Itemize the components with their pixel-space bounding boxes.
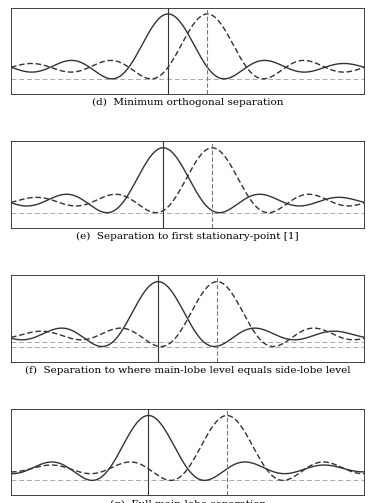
X-axis label: (d)  Minimum orthogonal separation: (d) Minimum orthogonal separation xyxy=(92,98,283,107)
X-axis label: (g)  Full main-lobe separation: (g) Full main-lobe separation xyxy=(110,499,266,503)
X-axis label: (e)  Separation to first stationary-point [1]: (e) Separation to first stationary-point… xyxy=(77,232,299,241)
X-axis label: (f)  Separation to where main-lobe level equals side-lobe level: (f) Separation to where main-lobe level … xyxy=(25,366,350,375)
